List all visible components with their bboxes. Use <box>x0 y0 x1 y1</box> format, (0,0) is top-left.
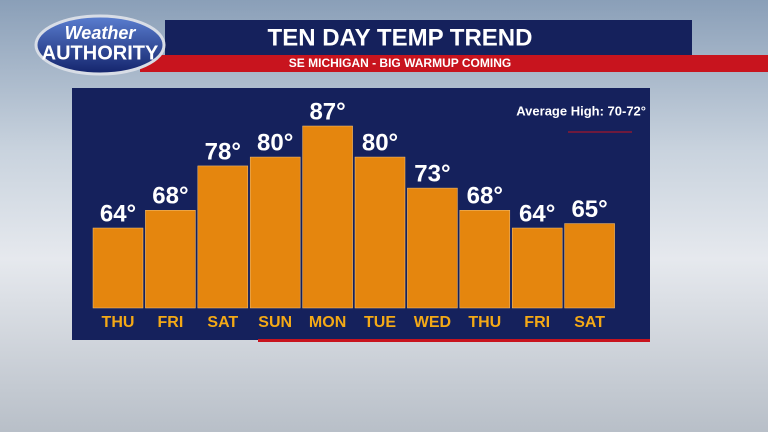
subtitle-banner <box>140 55 768 72</box>
bar <box>145 210 196 309</box>
chart-subtitle: SE MICHIGAN - BIG WARMUP COMING <box>289 56 511 70</box>
bar <box>511 227 563 309</box>
x-tick-label: WED <box>414 314 451 331</box>
value-label: 73° <box>414 160 450 187</box>
value-label: 87° <box>309 98 345 125</box>
accent-line <box>258 339 650 342</box>
value-label: 68° <box>467 183 503 210</box>
bar <box>564 223 615 309</box>
value-label: 65° <box>571 196 607 223</box>
value-label: 78° <box>205 138 241 165</box>
title-banner <box>165 20 692 56</box>
x-tick-label: SAT <box>207 314 238 331</box>
x-tick-label: SAT <box>574 314 605 331</box>
x-tick-label: TUE <box>364 314 396 331</box>
bar <box>92 227 144 309</box>
logo <box>34 14 166 76</box>
annotation: Average High: 70-72° <box>516 103 646 118</box>
bar <box>249 156 301 309</box>
logo-text: Weather <box>65 23 137 43</box>
bar <box>407 187 458 309</box>
x-tick-label: FRI <box>158 314 184 331</box>
value-label: 80° <box>362 129 398 156</box>
x-tick-label: FRI <box>524 314 550 331</box>
value-label: 80° <box>257 129 293 156</box>
value-label: 64° <box>519 200 555 227</box>
bar <box>354 156 406 309</box>
x-tick-label: MON <box>309 314 346 331</box>
value-label: 64° <box>100 200 136 227</box>
logo-text: AUTHORITY <box>42 42 159 64</box>
x-tick-label: THU <box>468 314 501 331</box>
bar <box>302 125 353 309</box>
bar <box>459 210 511 309</box>
value-label: 68° <box>152 183 188 210</box>
x-tick-label: THU <box>102 314 135 331</box>
bar <box>197 165 249 309</box>
chart-title: TEN DAY TEMP TREND <box>268 24 533 51</box>
x-tick-label: SUN <box>258 314 292 331</box>
